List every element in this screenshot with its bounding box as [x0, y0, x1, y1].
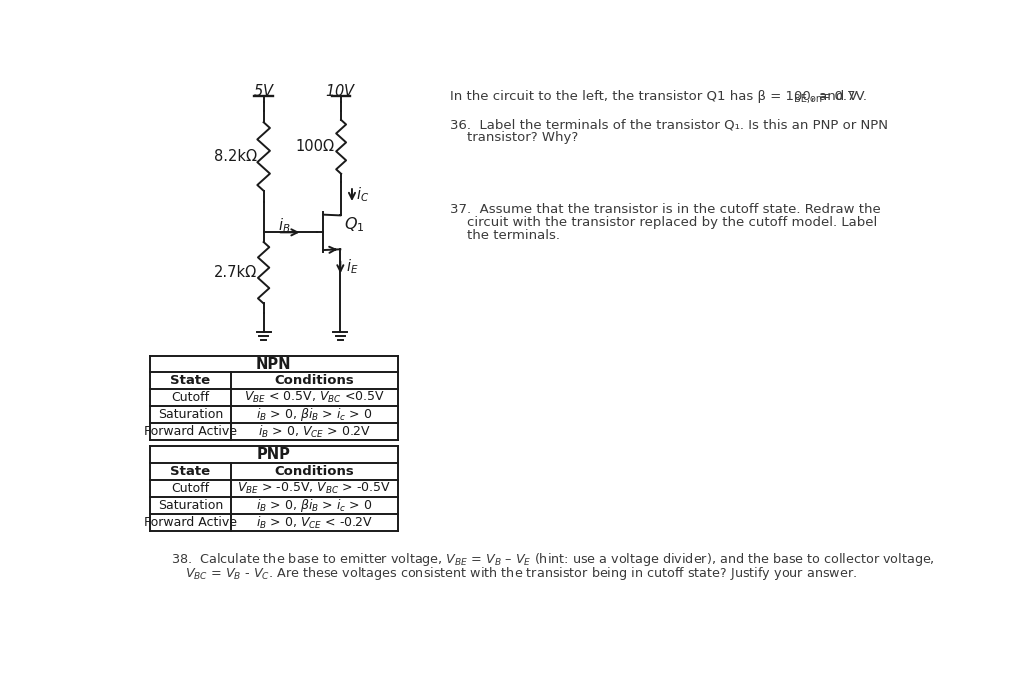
Text: transistor? Why?: transistor? Why? — [467, 131, 578, 144]
Text: Conditions: Conditions — [274, 465, 354, 478]
Text: $i_B$ > 0, $V_{CE}$ > 0.2V: $i_B$ > 0, $V_{CE}$ > 0.2V — [258, 424, 371, 440]
Text: 38.  Calculate the base to emitter voltage, $V_{BE}$ = $V_B$ – $V_E$ (hint: use : 38. Calculate the base to emitter voltag… — [171, 551, 935, 568]
Text: $i_B$ > 0, $\beta i_B$ > $i_c$ > 0: $i_B$ > 0, $\beta i_B$ > $i_c$ > 0 — [256, 497, 373, 514]
Text: $i_C$: $i_C$ — [356, 185, 369, 204]
Text: 5$V$: 5$V$ — [253, 84, 274, 99]
Text: State: State — [170, 375, 211, 388]
Text: 2.7kΩ: 2.7kΩ — [214, 265, 257, 280]
Text: Forward Active: Forward Active — [144, 516, 237, 529]
Text: 37.  Assume that the transistor is in the cutoff state. Redraw the: 37. Assume that the transistor is in the… — [450, 203, 881, 216]
Text: 36.  Label the terminals of the transistor Q₁. Is this an PNP or NPN: 36. Label the terminals of the transisto… — [450, 118, 888, 131]
Text: 100Ω: 100Ω — [296, 139, 335, 154]
Text: Saturation: Saturation — [158, 499, 223, 512]
Text: $i_E$: $i_E$ — [346, 258, 358, 276]
Text: $V_{BE}$ < 0.5V, $V_{BC}$ <0.5V: $V_{BE}$ < 0.5V, $V_{BC}$ <0.5V — [244, 390, 385, 406]
Text: $i_B$ > 0, $\beta i_B$ > $i_c$ > 0: $i_B$ > 0, $\beta i_B$ > $i_c$ > 0 — [256, 406, 373, 423]
Text: Saturation: Saturation — [158, 408, 223, 421]
Text: the terminals.: the terminals. — [467, 229, 560, 242]
Text: $i_B$ > 0, $V_{CE}$ < -0.2V: $i_B$ > 0, $V_{CE}$ < -0.2V — [256, 514, 373, 531]
Text: $Q_1$: $Q_1$ — [344, 215, 365, 234]
Text: $V_{BE}$ > -0.5V, $V_{BC}$ > -0.5V: $V_{BE}$ > -0.5V, $V_{BC}$ > -0.5V — [238, 481, 391, 497]
Text: circuit with the transistor replaced by the cutoff model. Label: circuit with the transistor replaced by … — [467, 216, 877, 229]
Text: 8.2kΩ: 8.2kΩ — [214, 149, 257, 164]
Text: Forward Active: Forward Active — [144, 425, 237, 438]
Text: In the circuit to the left, the transistor Q1 has β = 100, and V: In the circuit to the left, the transist… — [450, 90, 857, 103]
Text: = 0.7V.: = 0.7V. — [815, 90, 867, 103]
Text: $i_B$: $i_B$ — [278, 216, 290, 235]
Text: NPN: NPN — [256, 356, 292, 371]
Text: PNP: PNP — [257, 447, 291, 462]
Text: $V_{BC}$ = $V_B$ - $V_C$. Are these voltages consistent with the transistor bein: $V_{BC}$ = $V_B$ - $V_C$. Are these volt… — [184, 565, 857, 582]
Text: Cutoff: Cutoff — [171, 391, 210, 404]
Text: State: State — [170, 465, 211, 478]
Text: BE,on: BE,on — [794, 94, 822, 104]
Text: 10$V$: 10$V$ — [326, 84, 356, 99]
Text: Cutoff: Cutoff — [171, 482, 210, 495]
Text: Conditions: Conditions — [274, 375, 354, 388]
